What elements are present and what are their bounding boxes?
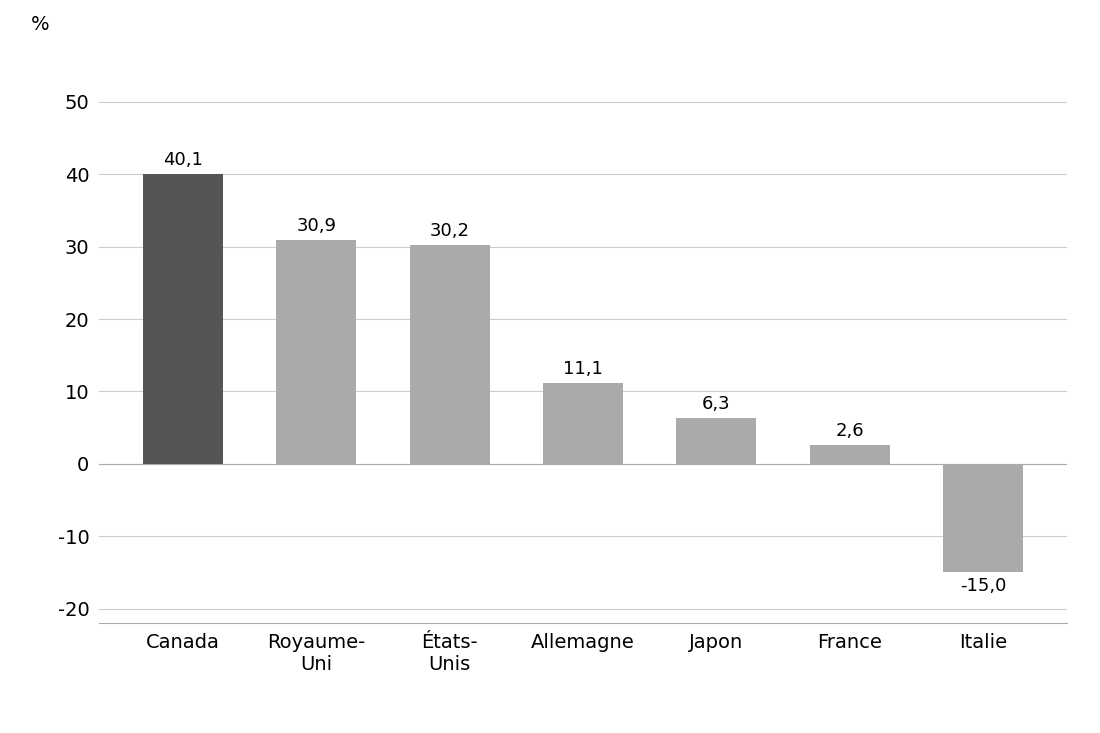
- Bar: [543, 383, 623, 464]
- Bar: [143, 174, 223, 464]
- Text: 40,1: 40,1: [163, 150, 202, 169]
- Text: 11,1: 11,1: [563, 361, 603, 378]
- Text: 30,2: 30,2: [430, 222, 470, 240]
- Bar: [276, 240, 356, 464]
- Text: 30,9: 30,9: [296, 217, 337, 235]
- Text: -15,0: -15,0: [960, 578, 1006, 595]
- Text: %: %: [31, 15, 50, 34]
- Text: 2,6: 2,6: [835, 422, 864, 440]
- Bar: [810, 445, 890, 464]
- Bar: [409, 246, 490, 464]
- Bar: [943, 464, 1023, 572]
- Bar: [676, 419, 757, 464]
- Text: 6,3: 6,3: [702, 395, 730, 413]
